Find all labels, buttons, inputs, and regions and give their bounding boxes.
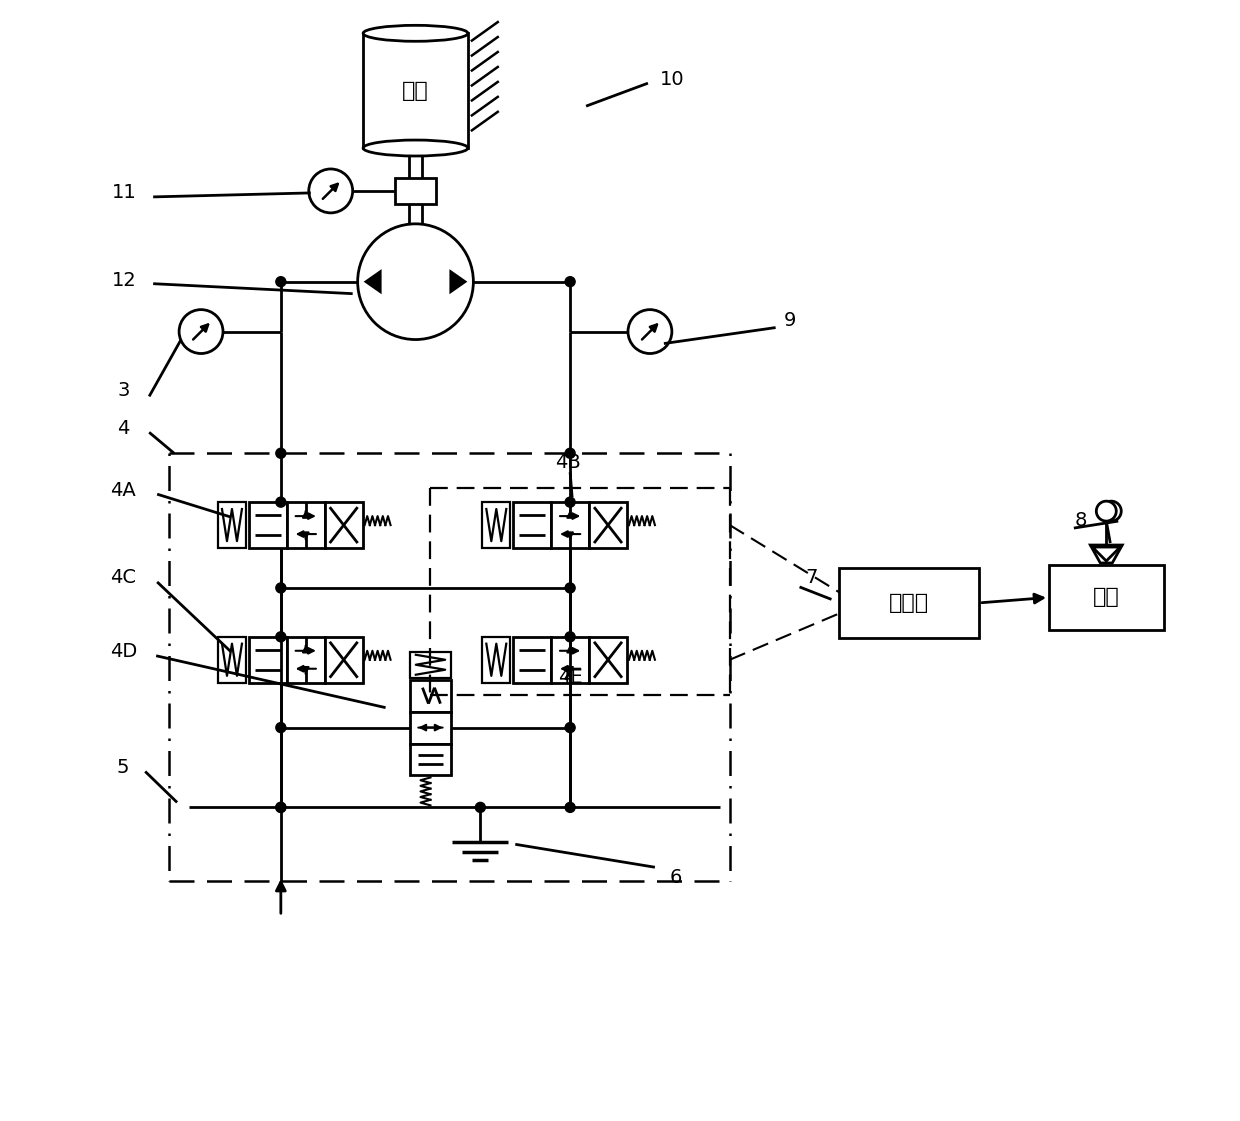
Bar [409,743,451,776]
Bar [286,637,325,683]
Bar [409,679,451,712]
Text: 负载: 负载 [402,81,429,101]
Bar [249,502,286,548]
Text: 控制器: 控制器 [889,593,929,613]
Text: 7: 7 [805,568,817,587]
Bar [394,178,436,204]
Text: 8: 8 [1075,510,1087,529]
Circle shape [275,448,286,458]
Circle shape [275,277,286,287]
Circle shape [1101,501,1121,521]
Polygon shape [363,269,382,294]
Circle shape [275,497,286,507]
Bar [286,502,325,548]
Bar [513,637,551,683]
Circle shape [357,224,474,340]
Circle shape [179,309,223,353]
Bar [218,637,246,683]
Circle shape [275,803,286,813]
Circle shape [565,583,575,593]
Bar [589,502,627,548]
Text: 10: 10 [660,70,684,89]
Circle shape [275,632,286,642]
Circle shape [565,632,575,642]
Bar [325,637,362,683]
Circle shape [565,723,575,732]
Text: 4D: 4D [109,642,136,661]
Bar [551,637,589,683]
Circle shape [627,309,672,353]
Text: 输入: 输入 [1092,587,1120,608]
Bar [1049,565,1163,630]
Bar [218,502,246,548]
Circle shape [565,448,575,458]
Polygon shape [449,269,467,294]
Text: 5: 5 [117,758,129,777]
Bar [551,502,589,548]
Circle shape [565,803,575,813]
Bar [482,637,511,683]
Bar [325,502,362,548]
Text: 4B: 4B [556,453,582,472]
Text: 3: 3 [117,381,129,400]
Text: 9: 9 [784,312,796,330]
Polygon shape [1092,547,1120,560]
Text: 4A: 4A [110,481,136,500]
Bar [482,502,511,548]
Circle shape [275,723,286,732]
Circle shape [1096,501,1116,521]
Text: 12: 12 [112,271,136,290]
Bar [409,712,451,743]
Ellipse shape [363,140,467,156]
Bar [249,637,286,683]
Circle shape [565,277,575,287]
Circle shape [565,497,575,507]
Circle shape [275,803,286,813]
Text: 4C: 4C [110,568,136,587]
Bar [839,568,980,638]
Circle shape [275,583,286,593]
Bar [363,34,467,148]
Bar [513,502,551,548]
Text: 4: 4 [117,419,129,438]
Ellipse shape [363,26,467,41]
Circle shape [309,169,352,213]
Text: 4E: 4E [558,668,583,687]
Bar [409,651,451,678]
Text: 11: 11 [112,184,136,203]
Bar [589,637,627,683]
Circle shape [475,803,485,813]
Text: 6: 6 [670,868,682,887]
Polygon shape [1090,545,1122,563]
